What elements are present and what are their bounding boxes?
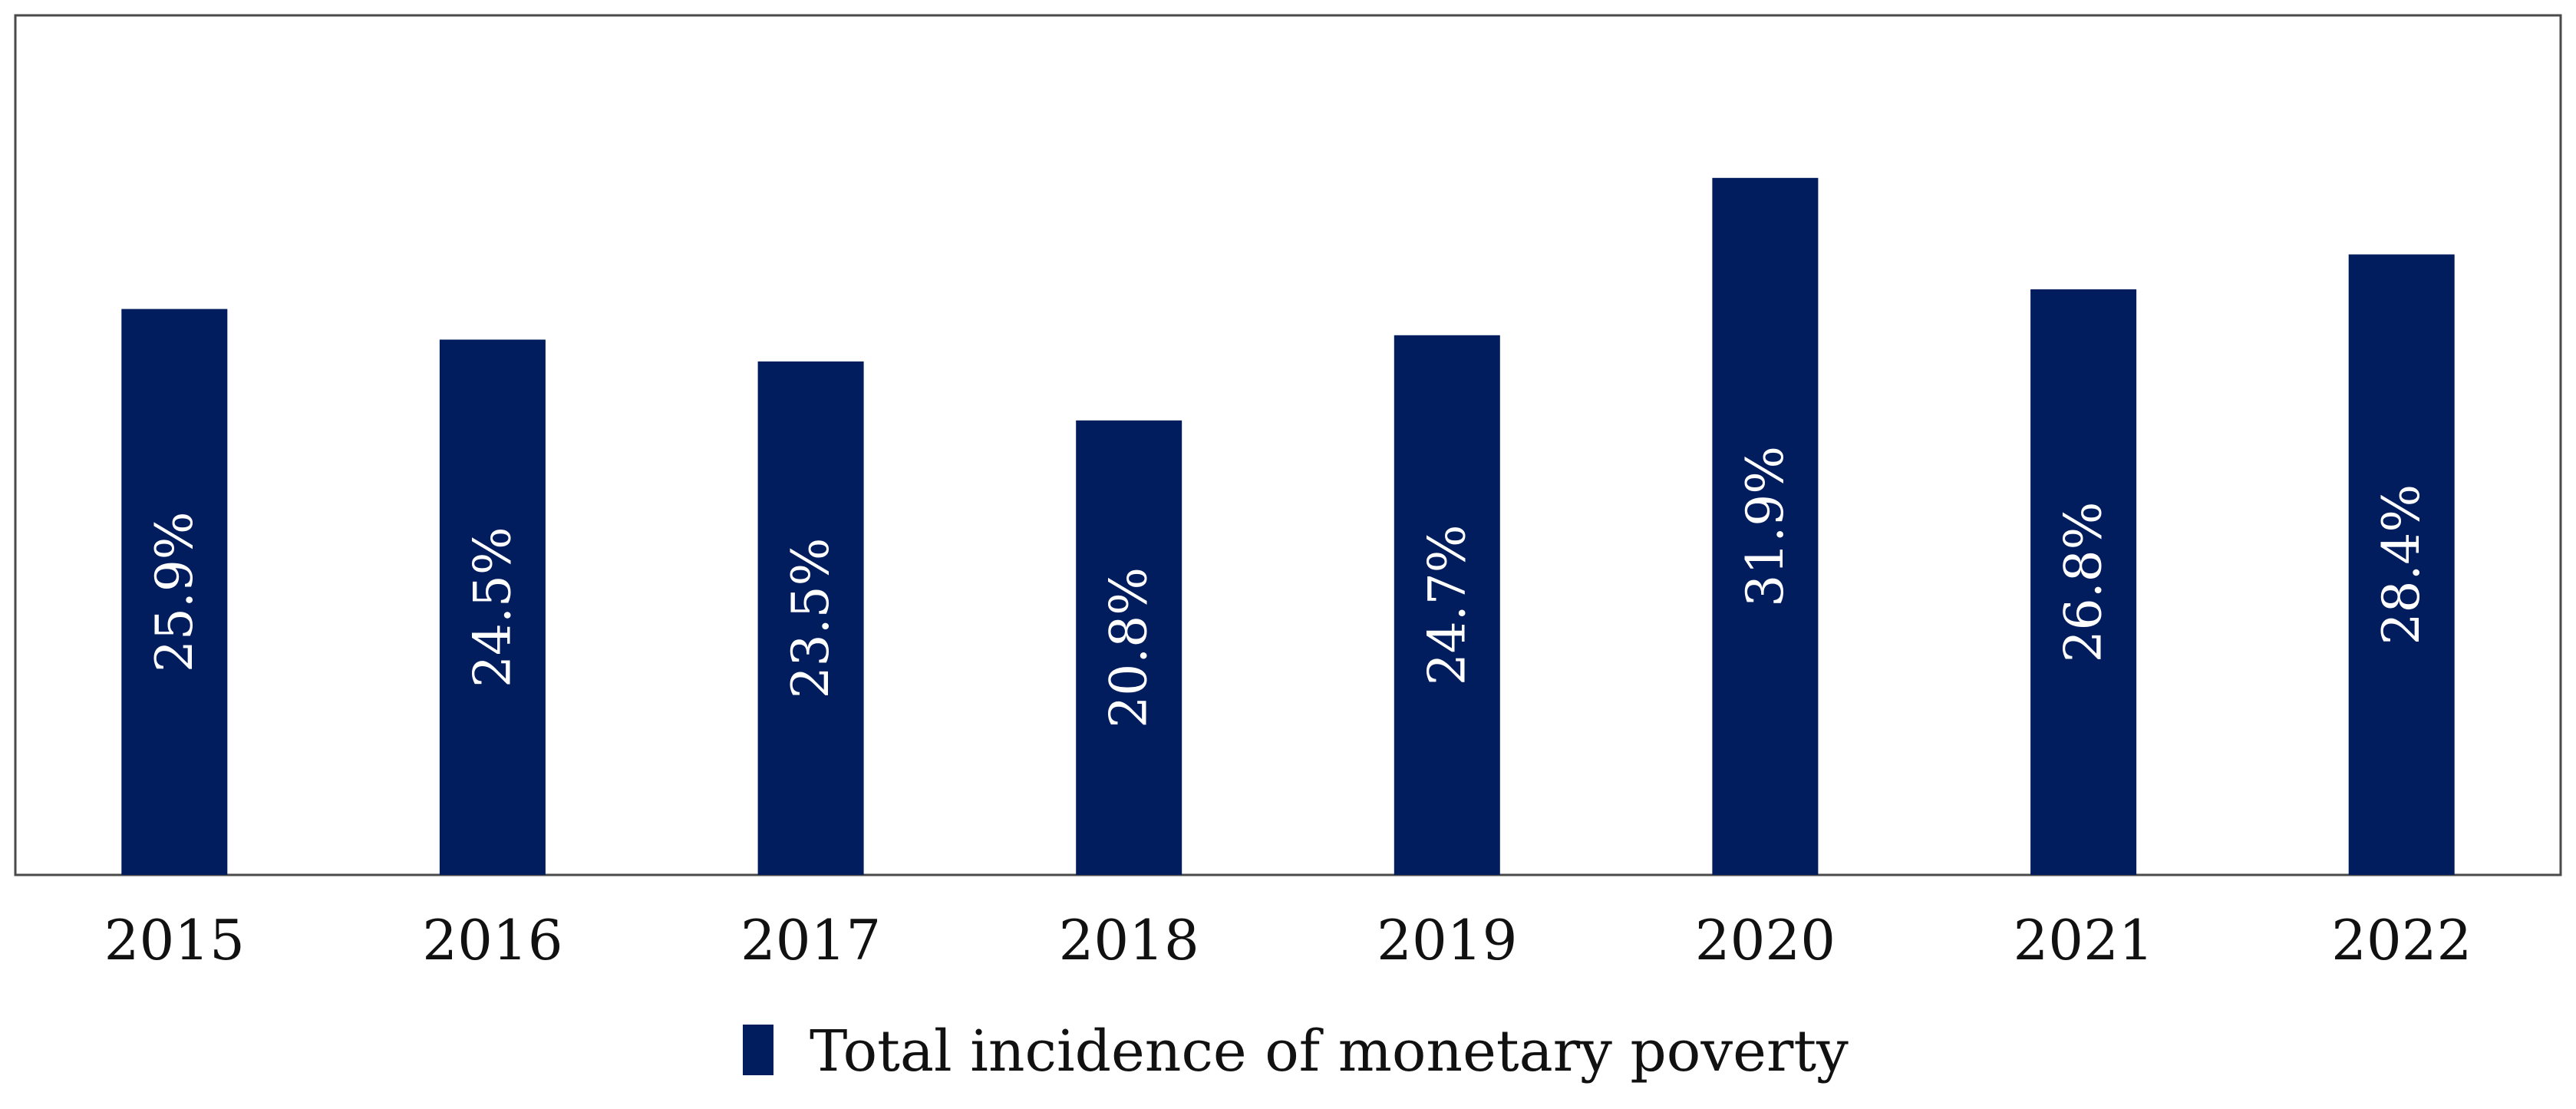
bar-2019 [1394, 335, 1500, 875]
bar-labels-layer: 25.9% 24.5% 23.5% 20.8% 24.7% 31.9% 26.8% 28.4% [145, 446, 2431, 728]
x-tick-label-2022: 2022 [2331, 908, 2472, 972]
legend: Total incidence of monetary poverty [743, 1018, 1849, 1084]
x-tick-label-2015: 2015 [104, 908, 245, 972]
x-tick-labels-layer: 2015 2016 2017 2018 2019 2020 2021 2022 [104, 908, 2472, 972]
bar-label-2016: 24.5% [463, 526, 522, 688]
x-tick-label-2019: 2019 [1377, 908, 1517, 972]
x-tick-label-2021: 2021 [2013, 908, 2153, 972]
legend-swatch [743, 1025, 773, 1075]
bars-layer [121, 177, 2455, 876]
legend-label: Total incidence of monetary poverty [810, 1018, 1849, 1084]
x-tick-label-2017: 2017 [740, 908, 881, 972]
bar-2020 [1712, 177, 1819, 876]
x-tick-label-2016: 2016 [422, 908, 562, 972]
bar-2021 [2030, 289, 2137, 875]
bar-label-2020: 31.9% [1736, 446, 1795, 607]
bar-2022 [2348, 254, 2455, 875]
plot-frame [14, 14, 2562, 876]
bar-label-2022: 28.4% [2372, 484, 2431, 645]
bar-label-2019: 24.7% [1417, 525, 1476, 686]
bar-2017 [757, 361, 864, 875]
bar-2015 [121, 309, 228, 876]
bar-label-2021: 26.8% [2054, 502, 2113, 663]
bar-label-2015: 25.9% [145, 511, 204, 672]
bar-label-2018: 20.8% [1100, 567, 1159, 728]
x-tick-label-2020: 2020 [1695, 908, 1836, 972]
bar-2018 [1076, 420, 1182, 875]
bar-label-2017: 23.5% [781, 538, 840, 699]
x-tick-label-2018: 2018 [1059, 908, 1199, 972]
bar-2016 [439, 339, 546, 875]
